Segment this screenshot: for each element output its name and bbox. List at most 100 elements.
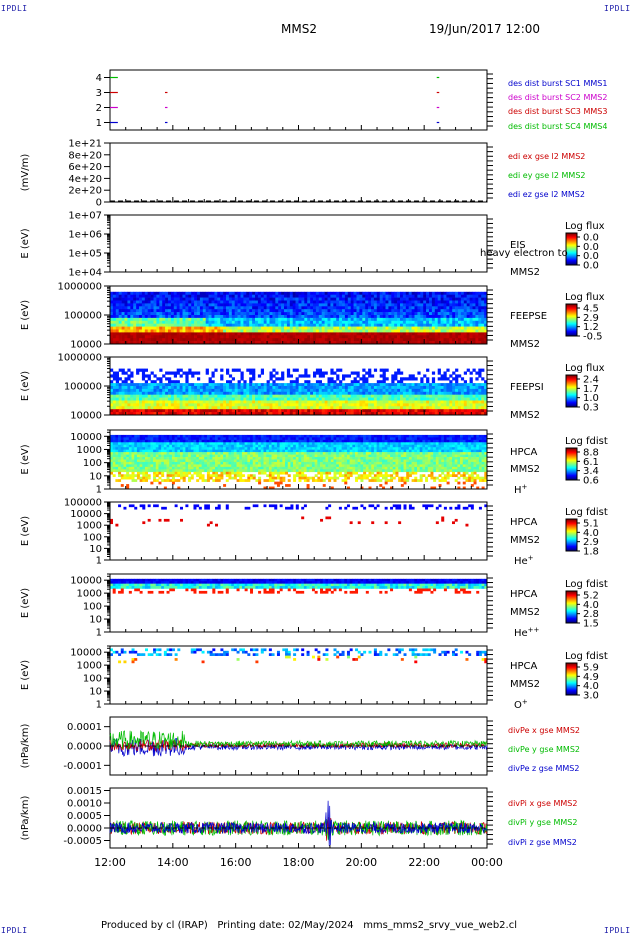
feepse-spectrogram-pixel <box>444 335 447 338</box>
feepse-spectrogram-pixel <box>168 327 171 330</box>
feepse-spectrogram-pixel <box>316 315 319 318</box>
feepse-spectrogram-pixel <box>116 303 119 306</box>
feepse-spectrogram-pixel <box>113 292 116 295</box>
feepsi-spectrogram-pixel <box>272 392 275 395</box>
feepse-spectrogram-pixel <box>296 324 299 327</box>
feepse-spectrogram-pixel <box>209 303 212 306</box>
feepse-spectrogram-pixel <box>351 292 354 295</box>
feepse-spectrogram-pixel <box>127 295 130 298</box>
feepsi-spectrogram-pixel <box>475 395 478 398</box>
hpca-h-spectrogram-pixel <box>258 440 261 443</box>
feepse-spectrogram-pixel <box>362 318 365 321</box>
feepsi-spectrogram-pixel <box>252 389 255 392</box>
feepse-spectrogram-pixel <box>406 332 409 335</box>
feepsi-spectrogram-pixel <box>168 401 171 404</box>
hpca-h-spectrogram-pixel <box>401 440 404 443</box>
feepse-spectrogram-pixel <box>249 324 252 327</box>
feepsi-spectrogram-pixel <box>235 395 238 398</box>
hpca-h-spectrogram-pixel <box>164 442 167 445</box>
feepse-spectrogram-pixel <box>185 309 188 312</box>
feepse-spectrogram-pixel <box>243 318 246 321</box>
feepse-spectrogram-pixel <box>319 295 322 298</box>
hpca-h-spectrogram-pixel <box>237 440 240 443</box>
feepse-spectrogram-pixel <box>139 324 142 327</box>
feepse-spectrogram-pixel <box>438 338 441 341</box>
feepsi-spectrogram-pixel <box>174 386 177 389</box>
feepse-spectrogram-pixel <box>464 312 467 315</box>
feepse-spectrogram-pixel <box>249 292 252 295</box>
hpca-h-spectrogram-pixel <box>323 442 326 445</box>
feepse-spectrogram-pixel <box>304 303 307 306</box>
hpca-h-spectrogram-pixel <box>263 435 266 438</box>
hpca-h-spectrogram-pixel <box>210 442 213 445</box>
feepse-spectrogram-pixel <box>432 327 435 330</box>
feepse-spectrogram-pixel <box>304 301 307 304</box>
feepsi-spectrogram-pixel <box>444 377 447 380</box>
feepse-spectrogram-pixel <box>203 306 206 309</box>
feepse-spectrogram-pixel <box>119 335 122 338</box>
feepsi-spectrogram-pixel <box>359 383 362 386</box>
feepse-spectrogram-pixel <box>397 292 400 295</box>
hpca-h-spectrogram-pixel <box>288 440 291 443</box>
feepse-spectrogram-pixel <box>351 318 354 321</box>
hpca-h-spectrogram-pixel <box>439 437 442 440</box>
feepse-spectrogram-pixel <box>194 327 197 330</box>
feepse-spectrogram-pixel <box>301 324 304 327</box>
feepsi-spectrogram-pixel <box>362 383 365 386</box>
feepse-spectrogram-pixel <box>151 295 154 298</box>
feepsi-spectrogram-pixel <box>475 406 478 409</box>
feepsi-spectrogram-pixel <box>432 392 435 395</box>
eis-panel-ytick-label: 1e+07 <box>68 211 102 222</box>
feepse-spectrogram-pixel <box>130 312 133 315</box>
feepse-spectrogram-pixel <box>188 327 191 330</box>
feepse-spectrogram-pixel <box>241 298 244 301</box>
hpca-h-spectrogram-pixel <box>215 442 218 445</box>
feepsi-spectrogram-pixel <box>241 389 244 392</box>
feepse-spectrogram-pixel <box>429 327 432 330</box>
feepsi-spectrogram-pixel <box>206 395 209 398</box>
feepsi-spectrogram-pixel <box>420 403 423 406</box>
feepsi-spectrogram-pixel <box>455 398 458 401</box>
hpca-h-spectrogram-pixel <box>317 440 320 443</box>
feepsi-spectrogram-pixel <box>429 389 432 392</box>
feepse-spectrogram-pixel <box>270 324 273 327</box>
feepsi-spectrogram-pixel <box>145 395 148 398</box>
feepse-spectrogram-pixel <box>316 306 319 309</box>
hpca-h-spectrogram-pixel <box>223 435 226 438</box>
feepse-spectrogram-pixel <box>119 315 122 318</box>
feepse-spectrogram-pixel <box>223 303 226 306</box>
feepse-spectrogram-pixel <box>243 327 246 330</box>
hpca-h-spectrogram-pixel <box>263 442 266 445</box>
feepse-spectrogram-pixel <box>148 321 151 324</box>
feepsi-spectrogram-pixel <box>116 401 119 404</box>
hpca-h-spectrogram-pixel <box>153 435 156 438</box>
feepse-spectrogram-pixel <box>452 292 455 295</box>
feepsi-spectrogram-pixel <box>458 383 461 386</box>
feepse-spectrogram-pixel <box>473 306 476 309</box>
feepse-spectrogram-pixel <box>383 301 386 304</box>
feepsi-spectrogram-pixel <box>116 392 119 395</box>
feepse-spectrogram-pixel <box>200 335 203 338</box>
feepsi-spectrogram-pixel <box>116 406 119 409</box>
feepsi-spectrogram-pixel <box>241 403 244 406</box>
feepsi-spectrogram-pixel <box>171 380 174 383</box>
feepsi-spectrogram-pixel <box>357 409 360 412</box>
burst-panel-legend-entry: des dist burst SC3 MMS3 <box>508 107 607 116</box>
hpca-h-spectrogram-pixel <box>334 442 337 445</box>
feepse-spectrogram-pixel <box>441 330 444 333</box>
feepsi-spectrogram-pixel <box>177 401 180 404</box>
feepse-spectrogram-pixel <box>122 332 125 335</box>
feepse-spectrogram-pixel <box>357 295 360 298</box>
feepse-spectrogram-pixel <box>214 324 217 327</box>
feepsi-spectrogram-pixel <box>417 406 420 409</box>
feepse-spectrogram-pixel <box>339 335 342 338</box>
feepsi-spectrogram-pixel <box>339 386 342 389</box>
feepsi-spectrogram-pixel <box>232 401 235 404</box>
hpca-h-spectrogram-pixel <box>253 435 256 438</box>
feepsi-spectrogram-pixel <box>281 374 284 377</box>
hpca-h-spectrogram-pixel <box>132 437 135 440</box>
feepse-spectrogram-pixel <box>310 321 313 324</box>
feepse-spectrogram-pixel <box>261 306 264 309</box>
feepse-spectrogram-pixel <box>185 315 188 318</box>
feepsi-spectrogram-pixel <box>125 398 128 401</box>
